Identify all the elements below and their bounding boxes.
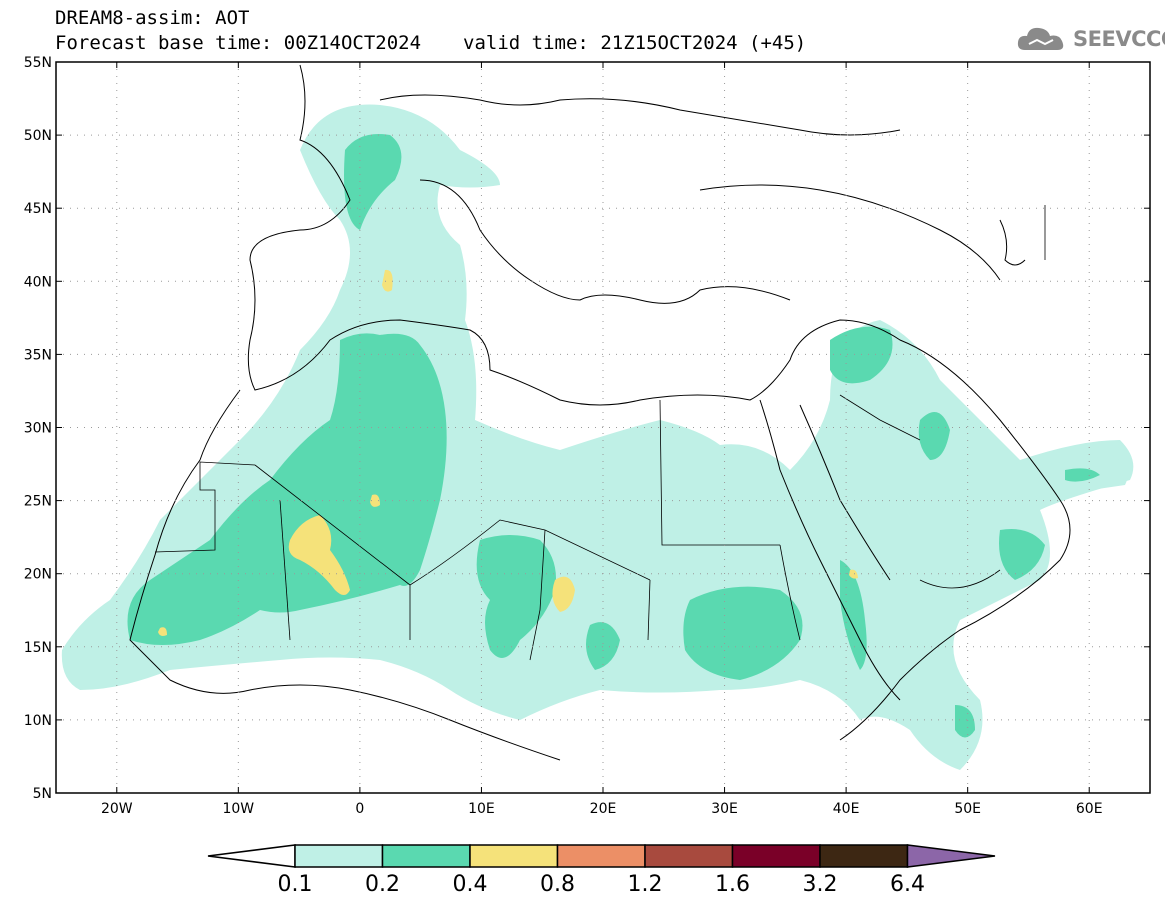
map-title: DREAM8-assim: AOT [55, 7, 250, 29]
valid-time: valid time: 21Z15OCT2024 (+45) [463, 32, 807, 54]
logo-text: SEEVCCC [1073, 27, 1165, 51]
lat-label: 20N [24, 567, 52, 583]
lon-label: 10E [468, 801, 495, 817]
grid-lines [56, 62, 1150, 793]
colorbar-label: 0.8 [540, 872, 575, 897]
aot-level-medium [127, 134, 1100, 738]
colorbar-label: 1.6 [715, 872, 750, 897]
time-info: Forecast base time: 00Z14OCT2024 valid ti… [55, 33, 806, 53]
colorbar-high-arrow [906, 844, 996, 868]
aot-level-high [158, 269, 858, 636]
cloud-icon [1017, 27, 1064, 50]
lat-label: 45N [24, 201, 52, 217]
lon-label: 20E [590, 801, 617, 817]
colorbar: 0.1 0.2 0.4 0.8 1.2 1.6 3.2 6.4 [207, 844, 996, 897]
forecast-base-time: Forecast base time: 00Z14OCT2024 [55, 32, 422, 54]
colorbar-label: 6.4 [890, 872, 925, 897]
lat-label: 55N [24, 55, 52, 71]
colorbar-low-arrow [207, 844, 296, 868]
colorbar-segment [644, 844, 734, 868]
lon-label: 30E [711, 801, 738, 817]
seevccc-logo: SEEVCCC [1015, 22, 1165, 56]
lat-label: 40N [24, 274, 52, 290]
lat-label: 25N [24, 494, 52, 510]
colorbar-label: 0.4 [453, 872, 488, 897]
lon-label: 10W [222, 801, 254, 817]
lat-axis: 55N 50N 45N 40N 35N 30N 25N 20N 15N 10N 5N [24, 55, 1150, 802]
lon-axis: 20W 10W 0 10E 20E 30E 40E 50E 60E [101, 62, 1103, 817]
colorbar-segment [556, 844, 646, 868]
lat-label: 5N [33, 786, 52, 802]
coastlines [129, 64, 1071, 761]
colorbar-segment [381, 844, 471, 868]
lat-label: 30N [24, 421, 52, 437]
lat-label: 15N [24, 640, 52, 656]
colorbar-segment [469, 844, 559, 868]
aot-level-light [61, 104, 1134, 770]
lat-label: 10N [24, 713, 52, 729]
lon-label: 40E [833, 801, 860, 817]
colorbar-label: 1.2 [628, 872, 663, 897]
colorbar-segment [819, 844, 909, 868]
aot-field [61, 104, 1134, 770]
lat-label: 50N [24, 128, 52, 144]
colorbar-segment [294, 844, 384, 868]
colorbar-label: 0.2 [365, 872, 400, 897]
country-borders [154, 205, 1046, 661]
lon-label: 0 [355, 801, 364, 817]
lon-label: 60E [1076, 801, 1103, 817]
lon-label: 20W [101, 801, 133, 817]
colorbar-label: 3.2 [803, 872, 838, 897]
lon-label: 50E [954, 801, 981, 817]
colorbar-segment [731, 844, 821, 868]
lat-label: 35N [24, 347, 52, 363]
colorbar-label: 0.1 [278, 872, 313, 897]
